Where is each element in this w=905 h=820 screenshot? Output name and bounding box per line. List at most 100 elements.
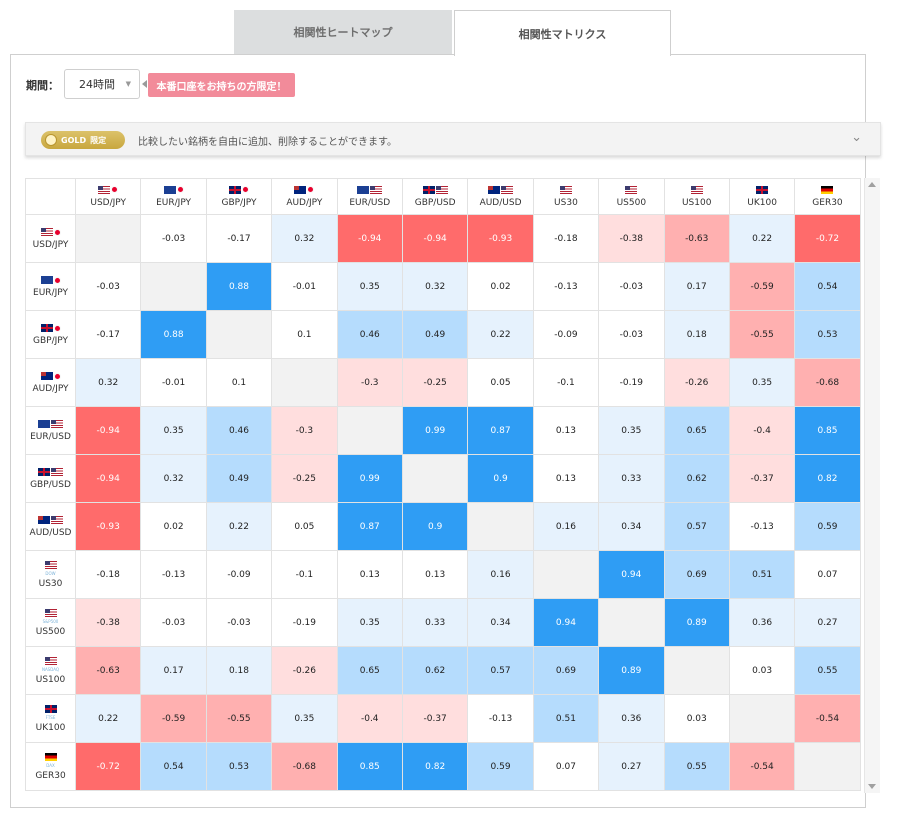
correlation-cell: -0.03 xyxy=(74,262,142,311)
correlation-cell: -0.09 xyxy=(205,550,273,599)
correlation-cell: 0.13 xyxy=(336,550,403,599)
table-row: FTSE UK100 0.22 -0.59 -0.55 0.35 -0.4 -0.37 -0.1… xyxy=(25,694,861,743)
correlation-cell: 0.35 xyxy=(336,262,403,311)
row-header: GBP/JPY xyxy=(25,310,76,359)
vertical-scrollbar[interactable] xyxy=(864,178,880,793)
scroll-down-icon[interactable] xyxy=(868,784,876,789)
correlation-cell: 0.89 xyxy=(663,598,730,647)
table-row: GBP/USD -0.94 0.32 0.49 -0.25 0.99 0.9 0.13 0.33… xyxy=(25,454,861,503)
flag-icons xyxy=(690,185,703,194)
diagonal-cell xyxy=(271,358,338,407)
correlation-cell: -0.72 xyxy=(74,742,142,791)
flag-uk-icon xyxy=(44,704,57,713)
symbol-name: USD/JPY xyxy=(90,198,127,208)
tab-correlation-heatmap[interactable]: 相関性ヒートマップ xyxy=(234,10,452,54)
correlation-cell: -0.1 xyxy=(271,550,338,599)
correlation-cell: -0.13 xyxy=(467,694,534,743)
symbol-name: GBP/JPY xyxy=(221,198,257,208)
correlation-cell: -0.19 xyxy=(271,598,338,647)
tab-correlation-matrix[interactable]: 相関性マトリクス xyxy=(454,10,671,56)
flag-icons xyxy=(422,185,448,194)
correlation-cell: 0.51 xyxy=(728,550,796,599)
diagonal-cell xyxy=(598,598,665,647)
correlation-cell: 0.34 xyxy=(467,598,534,647)
column-header: EUR/JPY xyxy=(140,178,207,215)
table-row: EUR/JPY -0.03 0.88 -0.01 0.35 0.32 0.02 -0.13 -0… xyxy=(25,262,861,311)
correlation-cell: -0.38 xyxy=(598,214,665,263)
correlation-cell: -0.03 xyxy=(598,262,665,311)
symbol-name: UK100 xyxy=(35,723,66,733)
row-header: FTSE UK100 xyxy=(25,694,76,743)
flag-us-icon xyxy=(51,468,63,476)
flag-icons xyxy=(488,185,514,194)
flag-us-icon xyxy=(40,228,53,236)
flag-icons xyxy=(44,704,57,713)
correlation-cell: -0.09 xyxy=(532,310,600,359)
correlation-cell: 0.69 xyxy=(663,550,730,599)
correlation-cell: 0.18 xyxy=(663,310,730,359)
symbol-name: GER30 xyxy=(35,771,66,781)
flag-us-icon xyxy=(51,516,63,524)
correlation-cell: 0.16 xyxy=(532,502,600,551)
correlation-cell: -0.01 xyxy=(271,262,338,311)
gold-feature-bar[interactable]: GOLD 限定 比較したい銘柄を自由に追加、削除することができます。 ⌄ xyxy=(25,122,881,156)
correlation-cell: -0.01 xyxy=(140,358,207,407)
chevron-down-icon[interactable]: ⌄ xyxy=(851,130,862,145)
corner-cell xyxy=(25,178,76,215)
correlation-cell: 0.53 xyxy=(794,310,861,359)
correlation-cell: 0.07 xyxy=(532,742,600,791)
correlation-cell: -0.55 xyxy=(728,310,796,359)
correlation-cell: 0.87 xyxy=(336,502,403,551)
correlation-cell: 0.65 xyxy=(336,646,403,695)
chevron-down-icon: ▼ xyxy=(125,80,131,88)
correlation-cell: 0.99 xyxy=(336,454,403,503)
correlation-cell: 0.03 xyxy=(728,646,796,695)
correlation-cell: 0.49 xyxy=(401,310,469,359)
correlation-cell: 0.16 xyxy=(467,550,534,599)
scroll-up-icon[interactable] xyxy=(868,182,876,187)
table-row: NASDAQ US100 -0.63 0.17 0.18 -0.26 0.65 0.62 0.5… xyxy=(25,646,861,695)
correlation-cell: 0.13 xyxy=(532,454,600,503)
correlation-cell: 0.9 xyxy=(401,502,469,551)
symbol-name: EUR/JPY xyxy=(156,198,192,208)
live-account-badge: 本番口座をお持ちの方限定！ xyxy=(148,73,295,97)
correlation-cell: 0.32 xyxy=(401,262,469,311)
column-header: AUD/JPY xyxy=(271,178,338,215)
flag-icons xyxy=(44,752,57,761)
correlation-cell: -0.63 xyxy=(74,646,142,695)
correlation-cell: -0.17 xyxy=(74,310,142,359)
period-select-value: 24時間 xyxy=(79,78,115,91)
flag-uk-icon xyxy=(38,468,50,476)
correlation-cell: 0.94 xyxy=(598,550,665,599)
correlation-cell: -0.26 xyxy=(663,358,730,407)
correlation-cell: 0.82 xyxy=(794,454,861,503)
symbol-name: GBP/USD xyxy=(414,198,456,208)
column-header: EUR/USD xyxy=(336,178,403,215)
flag-au-icon xyxy=(294,185,307,194)
correlation-cell: -0.59 xyxy=(728,262,796,311)
flag-jp-icon xyxy=(53,372,61,380)
correlation-cell: 0.22 xyxy=(74,694,142,743)
column-header: AUD/USD xyxy=(467,178,534,215)
correlation-cell: -0.13 xyxy=(728,502,796,551)
correlation-cell: 0.35 xyxy=(271,694,338,743)
correlation-cell: 0.35 xyxy=(140,406,207,455)
correlation-cell: -0.3 xyxy=(336,358,403,407)
correlation-cell: 0.05 xyxy=(271,502,338,551)
period-select[interactable]: 24時間 ▼ xyxy=(64,69,140,99)
correlation-cell: -0.03 xyxy=(140,214,207,263)
row-header: AUD/USD xyxy=(25,502,76,551)
flag-us-icon xyxy=(44,560,57,569)
correlation-cell: 0.85 xyxy=(336,742,403,791)
flag-jp-icon xyxy=(111,186,119,193)
symbol-name: GER30 xyxy=(812,198,843,208)
correlation-cell: -0.38 xyxy=(74,598,142,647)
correlation-cell: 0.65 xyxy=(663,406,730,455)
diagonal-cell xyxy=(794,742,861,791)
correlation-cell: 0.53 xyxy=(205,742,273,791)
arrow-left-icon xyxy=(142,80,147,88)
flag-eu-icon xyxy=(163,185,176,194)
table-row: AUD/USD -0.93 0.02 0.22 0.05 0.87 0.9 0.16 0.34 0… xyxy=(25,502,861,551)
correlation-cell: 0.99 xyxy=(401,406,469,455)
correlation-cell: 0.22 xyxy=(467,310,534,359)
